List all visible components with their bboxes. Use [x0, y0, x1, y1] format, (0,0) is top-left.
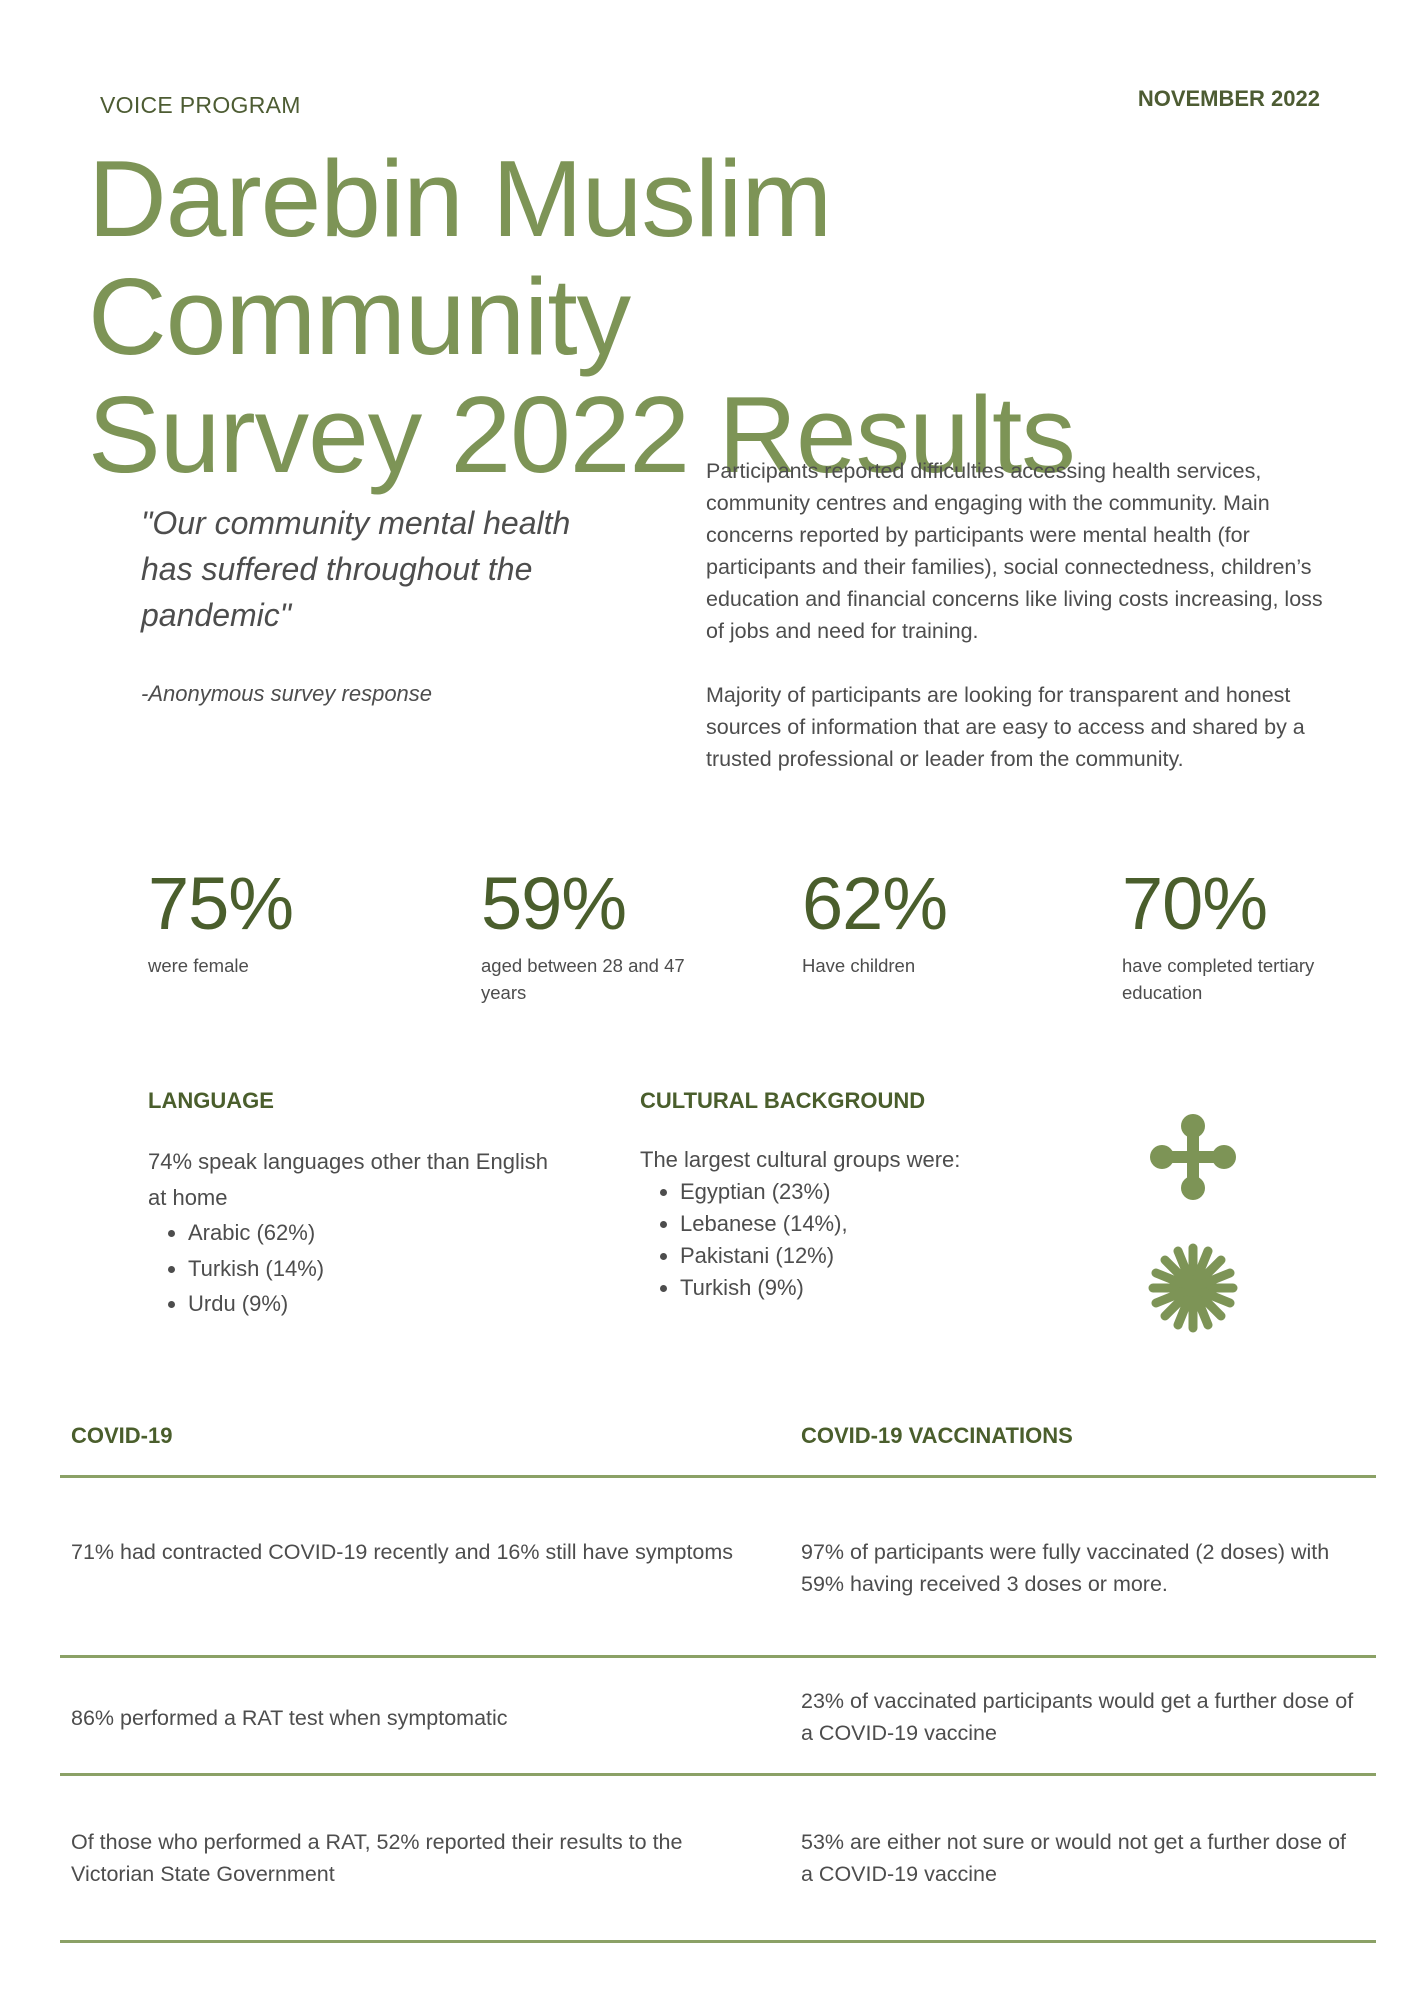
- language-block: 74% speak languages other than English a…: [148, 1144, 568, 1322]
- stat-value: 75%: [148, 862, 294, 945]
- vaccinations-heading: COVID-19 VACCINATIONS: [801, 1423, 1073, 1448]
- asterisk-burst-icon: [1148, 1243, 1238, 1333]
- summary-text: Participants reported difficulties acces…: [706, 455, 1346, 775]
- list-item: Pakistani (12%): [680, 1240, 1040, 1272]
- vaccination-row-2: 23% of vaccinated participants would get…: [801, 1689, 1354, 1745]
- pull-quote: "Our community mental health has suffere…: [141, 505, 571, 633]
- stat-value: 62%: [802, 862, 948, 945]
- list-item: Turkish (14%): [188, 1251, 568, 1287]
- stat-children: 62% Have children: [802, 858, 1032, 979]
- language-list: Arabic (62%) Turkish (14%) Urdu (9%): [148, 1215, 568, 1322]
- culture-intro: The largest cultural groups were:: [640, 1147, 961, 1172]
- list-item: Lebanese (14%),: [680, 1208, 1040, 1240]
- language-heading: LANGUAGE: [148, 1088, 274, 1113]
- stat-female: 75% were female: [148, 858, 378, 979]
- quote-attribution: -Anonymous survey response: [141, 681, 433, 706]
- divider: [60, 1655, 1376, 1658]
- divider: [60, 1773, 1376, 1776]
- language-intro: 74% speak languages other than English a…: [148, 1149, 548, 1210]
- list-item: Arabic (62%): [188, 1215, 568, 1251]
- culture-list: Egyptian (23%) Lebanese (14%), Pakistani…: [640, 1176, 1040, 1304]
- vaccination-row-1: 97% of participants were fully vaccinate…: [801, 1540, 1330, 1596]
- list-item: Turkish (9%): [680, 1272, 1040, 1304]
- covid-row-2: 86% performed a RAT test when symptomati…: [71, 1706, 508, 1730]
- vaccination-row-3: 53% are either not sure or would not get…: [801, 1830, 1346, 1886]
- culture-block: The largest cultural groups were: Egypti…: [640, 1144, 1040, 1304]
- stat-education: 70% have completed tertiary education: [1122, 858, 1352, 1006]
- program-label: VOICE PROGRAM: [100, 92, 301, 118]
- covid-row-1: 71% had contracted COVID-19 recently and…: [71, 1540, 734, 1564]
- title-line-2: Survey 2022 Results: [88, 374, 1076, 496]
- divider: [60, 1475, 1376, 1478]
- stat-value: 59%: [481, 862, 627, 945]
- summary-paragraph-2: Majority of participants are looking for…: [706, 683, 1305, 771]
- stat-label: Have children: [802, 955, 916, 976]
- culture-heading: CULTURAL BACKGROUND: [640, 1088, 926, 1113]
- report-date: NOVEMBER 2022: [1137, 86, 1320, 111]
- list-item: Urdu (9%): [188, 1286, 568, 1322]
- divider: [60, 1940, 1376, 1943]
- summary-paragraph-1: Participants reported difficulties acces…: [706, 459, 1323, 643]
- stat-label: have completed tertiary education: [1122, 955, 1315, 1003]
- covid-heading: COVID-19: [71, 1423, 173, 1448]
- title-line-1: Darebin Muslim Community: [88, 138, 832, 378]
- flower-cross-icon: [1150, 1114, 1236, 1200]
- stat-label: were female: [148, 955, 249, 976]
- stat-value: 70%: [1122, 862, 1268, 945]
- stat-label: aged between 28 and 47 years: [481, 955, 685, 1003]
- page-title: Darebin Muslim Community Survey 2022 Res…: [88, 140, 1388, 494]
- stat-age: 59% aged between 28 and 47 years: [481, 858, 701, 1006]
- list-item: Egyptian (23%): [680, 1176, 1040, 1208]
- covid-row-3: Of those who performed a RAT, 52% report…: [71, 1830, 683, 1886]
